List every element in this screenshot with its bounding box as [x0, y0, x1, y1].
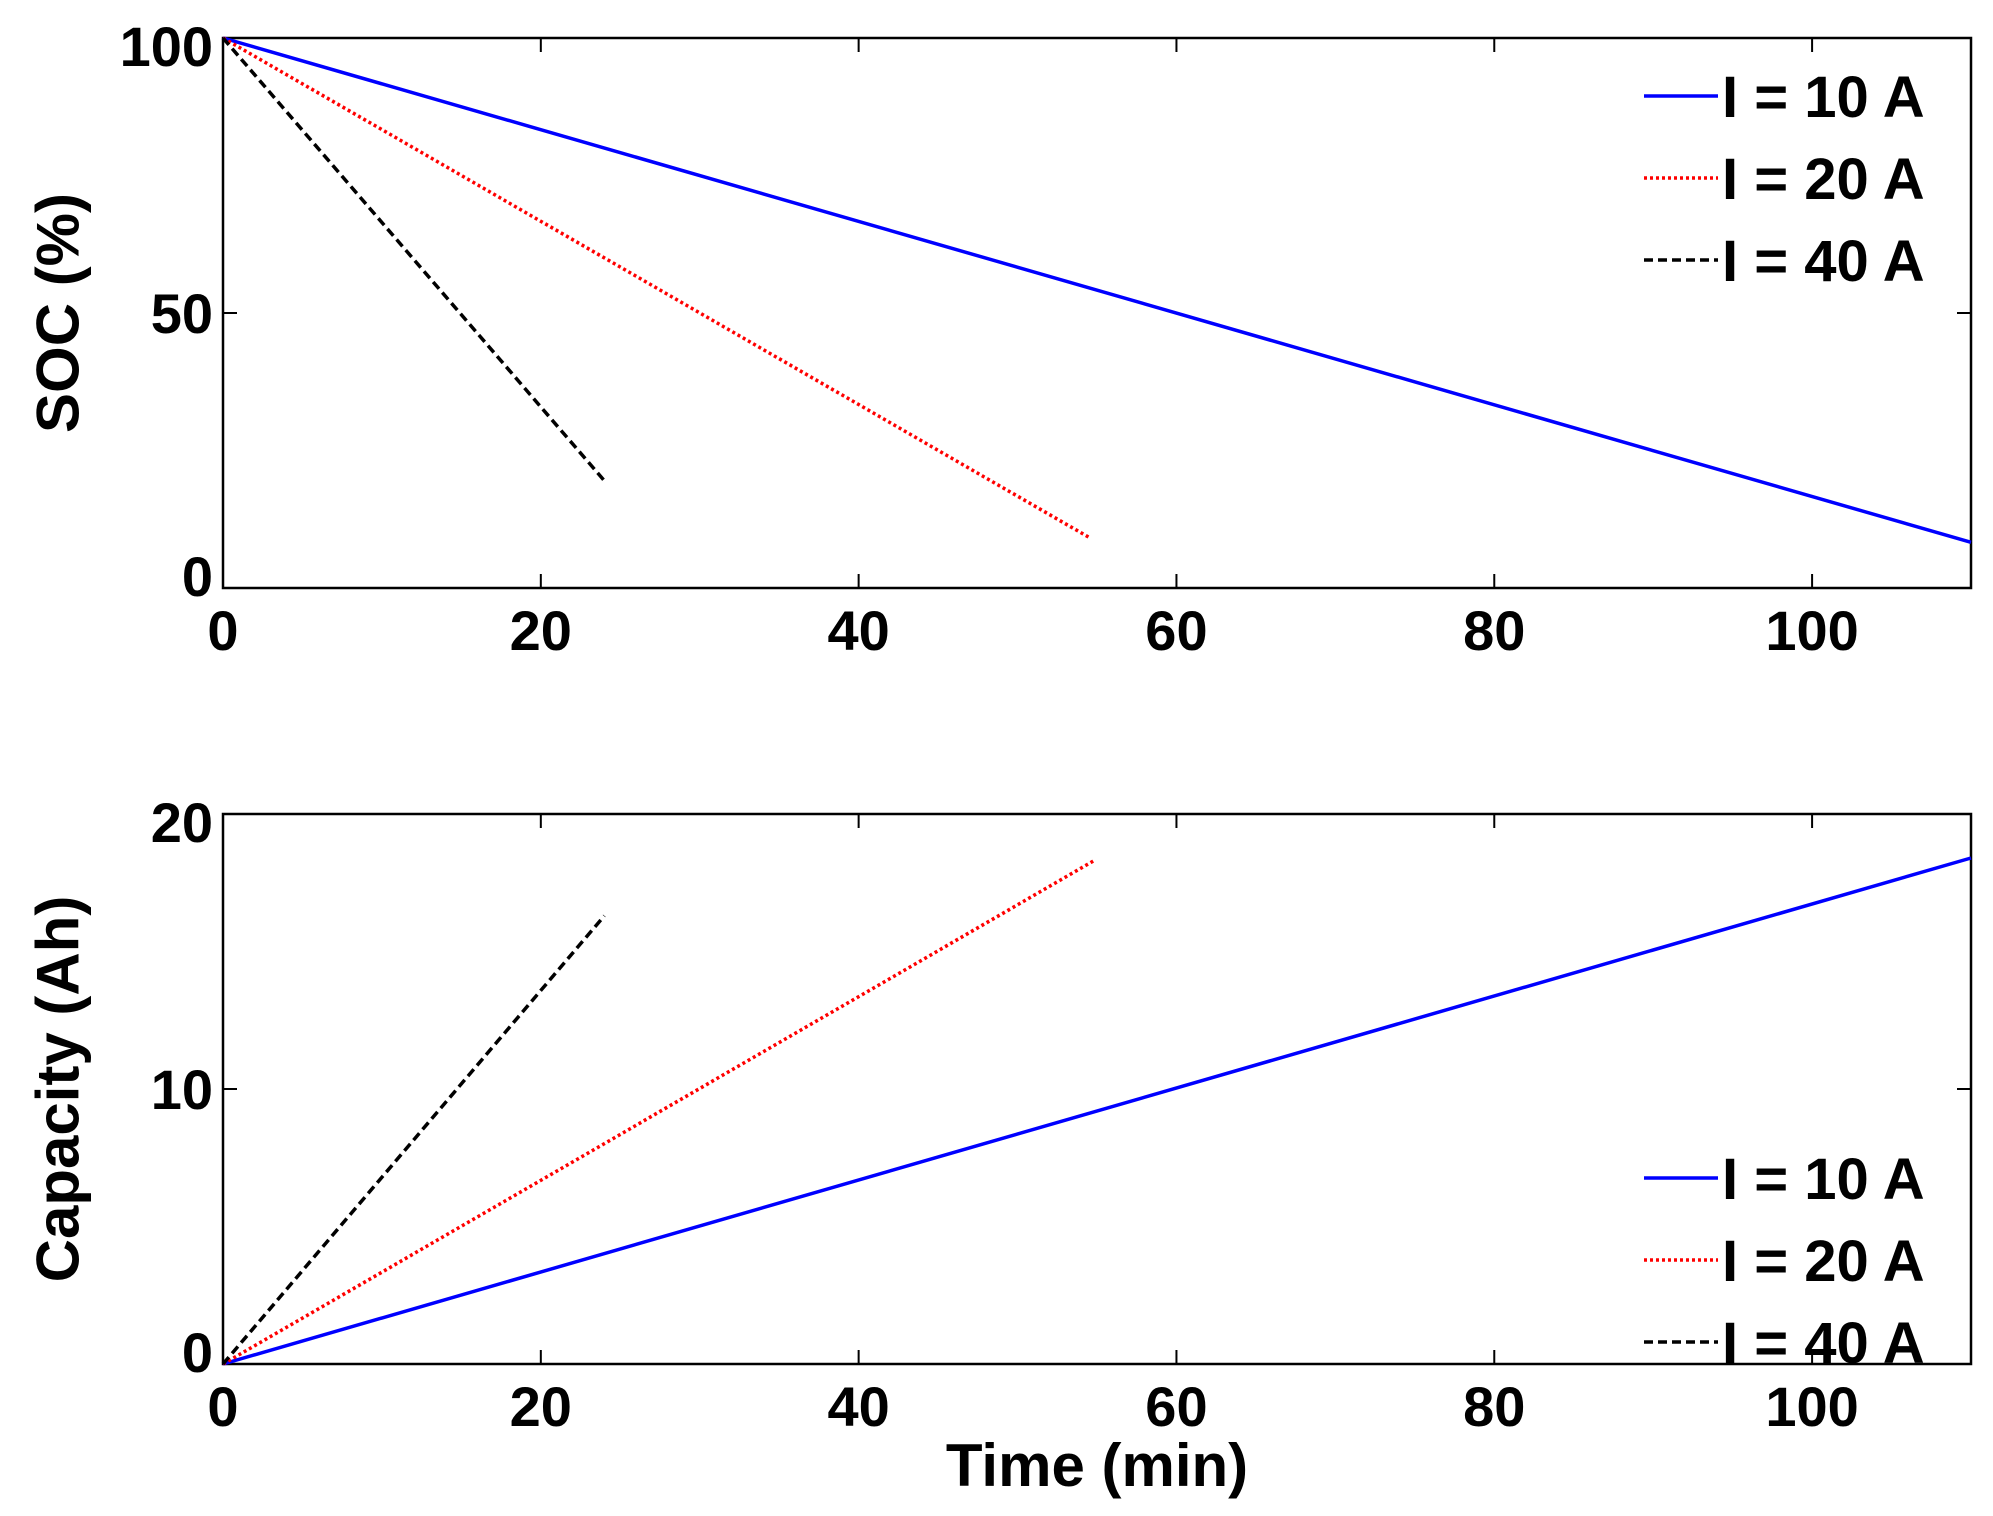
series-line-i-10-a — [222, 856, 1972, 1366]
y-axis-title: SOC (%) — [25, 193, 92, 433]
x-tick-label: 20 — [510, 1375, 572, 1438]
x-tick-label: 100 — [1765, 599, 1858, 662]
legend-label: I = 10 A — [1722, 1147, 1925, 1212]
plot-frame — [221, 36, 1973, 590]
series-line-i-10-a — [222, 36, 1972, 545]
legend-label: I = 20 A — [1722, 147, 1925, 212]
legend-label: I = 10 A — [1722, 65, 1925, 130]
legend-label: I = 20 A — [1722, 1229, 1925, 1294]
y-tick-label: 50 — [151, 282, 213, 345]
y-tick-label: 100 — [120, 15, 213, 78]
legend-label: I = 40 A — [1722, 1311, 1925, 1376]
series-line-i-20-a — [222, 36, 1090, 539]
y-tick-label: 0 — [182, 545, 213, 608]
x-tick-label: 40 — [827, 1375, 889, 1438]
x-tick-label: 60 — [1145, 599, 1207, 662]
x-tick-label: 80 — [1463, 599, 1525, 662]
y-tick-label: 0 — [182, 1321, 213, 1384]
x-tick-label: 100 — [1765, 1375, 1858, 1438]
legend: I = 10 A I = 20 A I = 40 A — [1644, 65, 1925, 294]
x-tick-label: 0 — [207, 599, 238, 662]
capacity-chart: 0 20 40 60 80 100 0 10 20 Capacity (Ah) Time (min)… — [25, 791, 1973, 1499]
x-tick-label: 60 — [1145, 1375, 1207, 1438]
y-axis-title: Capacity (Ah) — [25, 896, 92, 1283]
soc-chart: 0 20 40 60 80 100 0 50 100 SOC (%) I = 10 A I = 20 … — [25, 15, 1973, 662]
plot-frame — [221, 812, 1973, 1366]
legend-label: I = 40 A — [1722, 229, 1925, 294]
x-tick-label: 80 — [1463, 1375, 1525, 1438]
x-tick-label: 20 — [510, 599, 572, 662]
legend: I = 10 A I = 20 A I = 40 A — [1644, 1147, 1925, 1376]
y-tick-label: 20 — [151, 791, 213, 854]
series-line-i-40-a — [221, 914, 606, 1366]
x-tick-label: 0 — [207, 1375, 238, 1438]
x-axis-title: Time (min) — [946, 1432, 1248, 1499]
y-tick-label: 10 — [151, 1058, 213, 1121]
x-tick-label: 40 — [827, 599, 889, 662]
